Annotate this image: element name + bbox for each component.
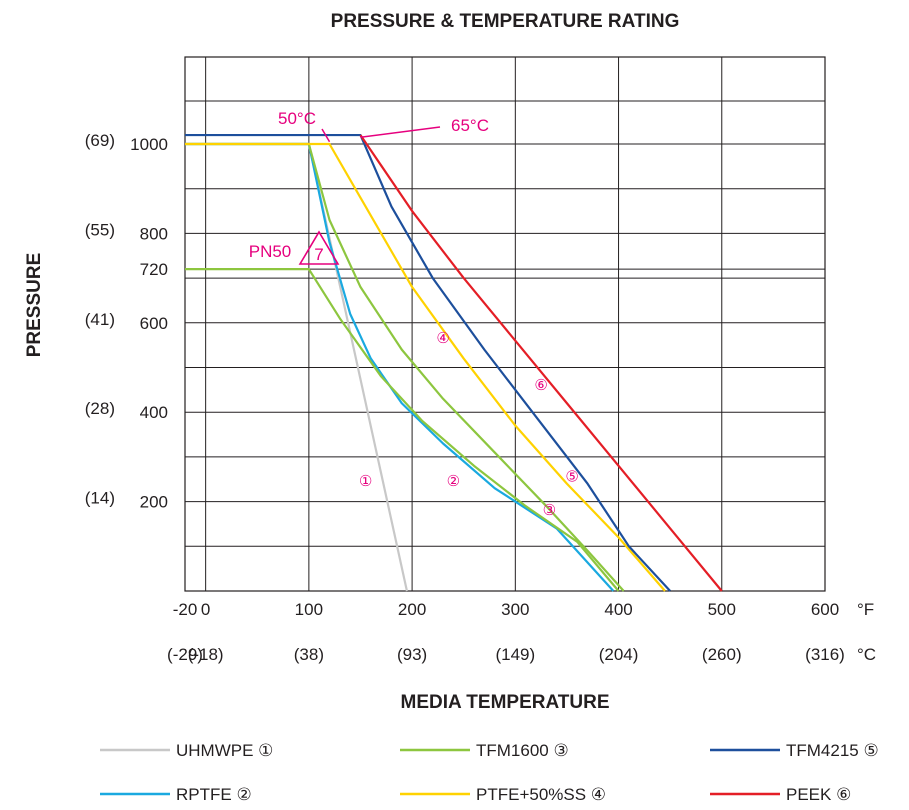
annotation-50c-leader — [321, 128, 331, 143]
series-marker-label: ⑥ — [534, 376, 547, 394]
pn50-badge-number: 7 — [314, 245, 323, 264]
annotations: 50°C 65°C PN50 7 — [249, 109, 489, 265]
x-tick-label: 300 — [501, 600, 529, 619]
series-line-pn50 — [185, 268, 620, 592]
legend-label: RPTFE ② — [176, 785, 252, 804]
legend-label: TFM4215 ⑤ — [786, 741, 879, 760]
series-line-tfm4215 — [185, 133, 671, 592]
x-tick-label-celsius: (-18) — [188, 645, 224, 664]
y-axis-label: PRESSURE — [24, 253, 45, 358]
x-tick-label: 500 — [708, 600, 736, 619]
series-marker-label: ① — [359, 472, 372, 490]
x-tick-label-celsius: (-29) — [167, 645, 203, 664]
x-tick-label: 400 — [604, 600, 632, 619]
pn50-warning-triangle — [298, 230, 340, 265]
series-line-ptfe-50-ss — [185, 142, 666, 592]
x-tick-label: 200 — [398, 600, 426, 619]
chart-title: PRESSURE & TEMPERATURE RATING — [331, 11, 680, 32]
legend: UHMWPE ① TFM1600 ③ TFM4215 ⑤ RPTFE ② PTFE+50… — [100, 741, 879, 804]
series-marker-label: ④ — [436, 329, 449, 347]
legend-label: TFM1600 ③ — [476, 741, 569, 760]
y-tick-label: 600 — [140, 314, 168, 333]
x-tick-label: 100 — [295, 600, 323, 619]
series-lines — [185, 133, 723, 592]
y-tick-label-alt: (41) — [85, 310, 115, 329]
series-marker-label: ② — [447, 472, 460, 490]
legend-label: PEEK ⑥ — [786, 785, 851, 804]
legend-label: UHMWPE ① — [176, 741, 273, 760]
y-tick-label: 200 — [140, 493, 168, 512]
y-tick-label: 720 — [140, 260, 168, 279]
y-tick-label-alt: (55) — [85, 220, 115, 239]
series-marker-label: ③ — [543, 501, 556, 519]
annotation-65c: 65°C — [451, 116, 489, 135]
x-unit-celsius: °C — [857, 645, 876, 664]
y-tick-label: 1000 — [130, 135, 168, 154]
x-tick-label-celsius: (204) — [599, 645, 639, 664]
x-tick-label-celsius: (260) — [702, 645, 742, 664]
series-marker-label: ⑤ — [565, 467, 578, 485]
plot-frame — [184, 56, 826, 592]
x-tick-label: -20 — [173, 600, 198, 619]
y-tick-label: 400 — [140, 403, 168, 422]
annotation-pn50: PN50 — [249, 242, 292, 261]
y-tick-label-alt: (69) — [85, 131, 115, 150]
y-tick-label-alt: (28) — [85, 399, 115, 418]
annotation-50c: 50°C — [278, 109, 316, 128]
x-tick-label-celsius: (316) — [805, 645, 845, 664]
x-tick-label-celsius: (38) — [294, 645, 324, 664]
series-line-peek — [359, 134, 723, 592]
x-tick-label-celsius: (149) — [495, 645, 535, 664]
y-tick-label: 800 — [140, 224, 168, 243]
x-tick-label: 600 — [811, 600, 839, 619]
y-tick-label-alt: (14) — [85, 489, 115, 508]
x-tick-labels: -20 (-29) 0 (-18) 100 (38) 200 (93) 300 (149) 400 (… — [167, 600, 845, 664]
series-markers: ① ② ③ ④ ⑤ ⑥ — [359, 329, 579, 519]
legend-label: PTFE+50%SS ④ — [476, 785, 606, 804]
x-axis-label: MEDIA TEMPERATURE — [401, 692, 610, 713]
x-tick-label-celsius: (93) — [397, 645, 427, 664]
grid — [184, 56, 826, 592]
x-tick-label: 0 — [201, 600, 210, 619]
annotation-65c-leader — [360, 126, 441, 139]
series-line-tfm1600 — [185, 142, 625, 592]
y-tick-labels: 1000 (69) 800 (55) 720 600 (41) 400 (28) 200 (14) — [85, 131, 168, 512]
x-unit-fahrenheit: °F — [857, 600, 874, 619]
